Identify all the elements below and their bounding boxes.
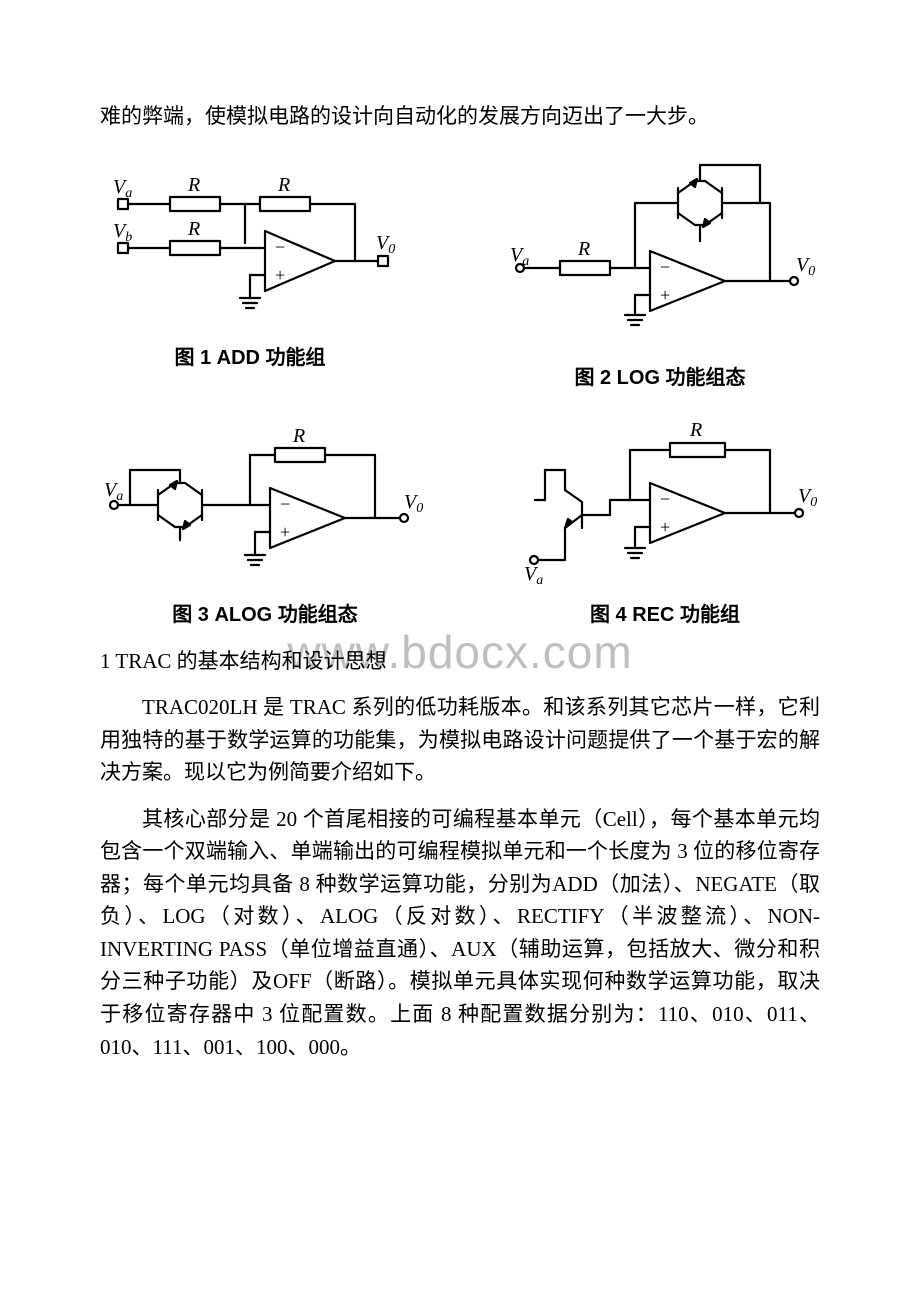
svg-text:Va: Va [510, 244, 529, 269]
section-heading: 1 TRAC 的基本结构和设计思想 [100, 645, 820, 678]
svg-text:−: − [660, 257, 670, 277]
svg-text:−: − [280, 494, 290, 514]
fig1-caption: 图 1 ADD 功能组 [100, 341, 400, 370]
svg-text:Va: Va [104, 479, 123, 504]
paragraph-2: 其核心部分是 20 个首尾相接的可编程基本单元（Cell），每个基本单元均包含一… [100, 803, 820, 1063]
svg-text:Va: Va [524, 563, 543, 588]
fig2-caption: 图 2 LOG 功能组态 [500, 361, 820, 390]
svg-text:+: + [275, 265, 285, 285]
fig4-svg: − + Va R V0 [510, 410, 820, 590]
fig3-svg: − + Va R V0 [100, 410, 430, 590]
fig1-svg: − + Va Vb R R R V0 [100, 153, 400, 333]
figure-4: − + Va R V0 图 4 REC 功能组 [510, 410, 820, 627]
paragraph-1: TRAC020LH 是 TRAC 系列的低功耗版本。和该系列其它芯片一样，它利用… [100, 691, 820, 789]
svg-text:Vb: Vb [113, 220, 132, 245]
svg-text:−: − [660, 489, 670, 509]
svg-text:R: R [689, 419, 702, 441]
fig4-caption: 图 4 REC 功能组 [510, 598, 820, 627]
figure-3: − + Va R V0 图 3 ALOG 功能组态 [100, 410, 430, 627]
intro-line: 难的弊端，使模拟电路的设计向自动化的发展方向迈出了一大步。 [100, 100, 820, 133]
figure-row-1: − + Va Vb R R R V0 图 1 ADD 功能组 [100, 153, 820, 390]
svg-text:V0: V0 [404, 491, 423, 516]
svg-text:−: − [275, 237, 285, 257]
svg-text:R: R [187, 218, 200, 240]
svg-text:Va: Va [113, 176, 132, 201]
fig2-svg: − + Va R V0 [500, 153, 820, 353]
svg-text:+: + [660, 517, 670, 537]
svg-text:+: + [280, 522, 290, 542]
fig3-caption: 图 3 ALOG 功能组态 [100, 598, 430, 627]
svg-text:+: + [660, 285, 670, 305]
svg-text:V0: V0 [796, 254, 815, 279]
figure-1: − + Va Vb R R R V0 图 1 ADD 功能组 [100, 153, 400, 390]
figure-2: − + Va R V0 图 2 LOG 功能组态 [500, 153, 820, 390]
svg-text:R: R [292, 425, 305, 447]
svg-text:V0: V0 [376, 232, 395, 257]
figure-row-2: − + Va R V0 图 3 ALOG 功能组态 [100, 410, 820, 627]
svg-text:R: R [277, 174, 290, 196]
svg-text:R: R [187, 174, 200, 196]
svg-text:V0: V0 [798, 485, 817, 510]
svg-text:R: R [577, 238, 590, 260]
